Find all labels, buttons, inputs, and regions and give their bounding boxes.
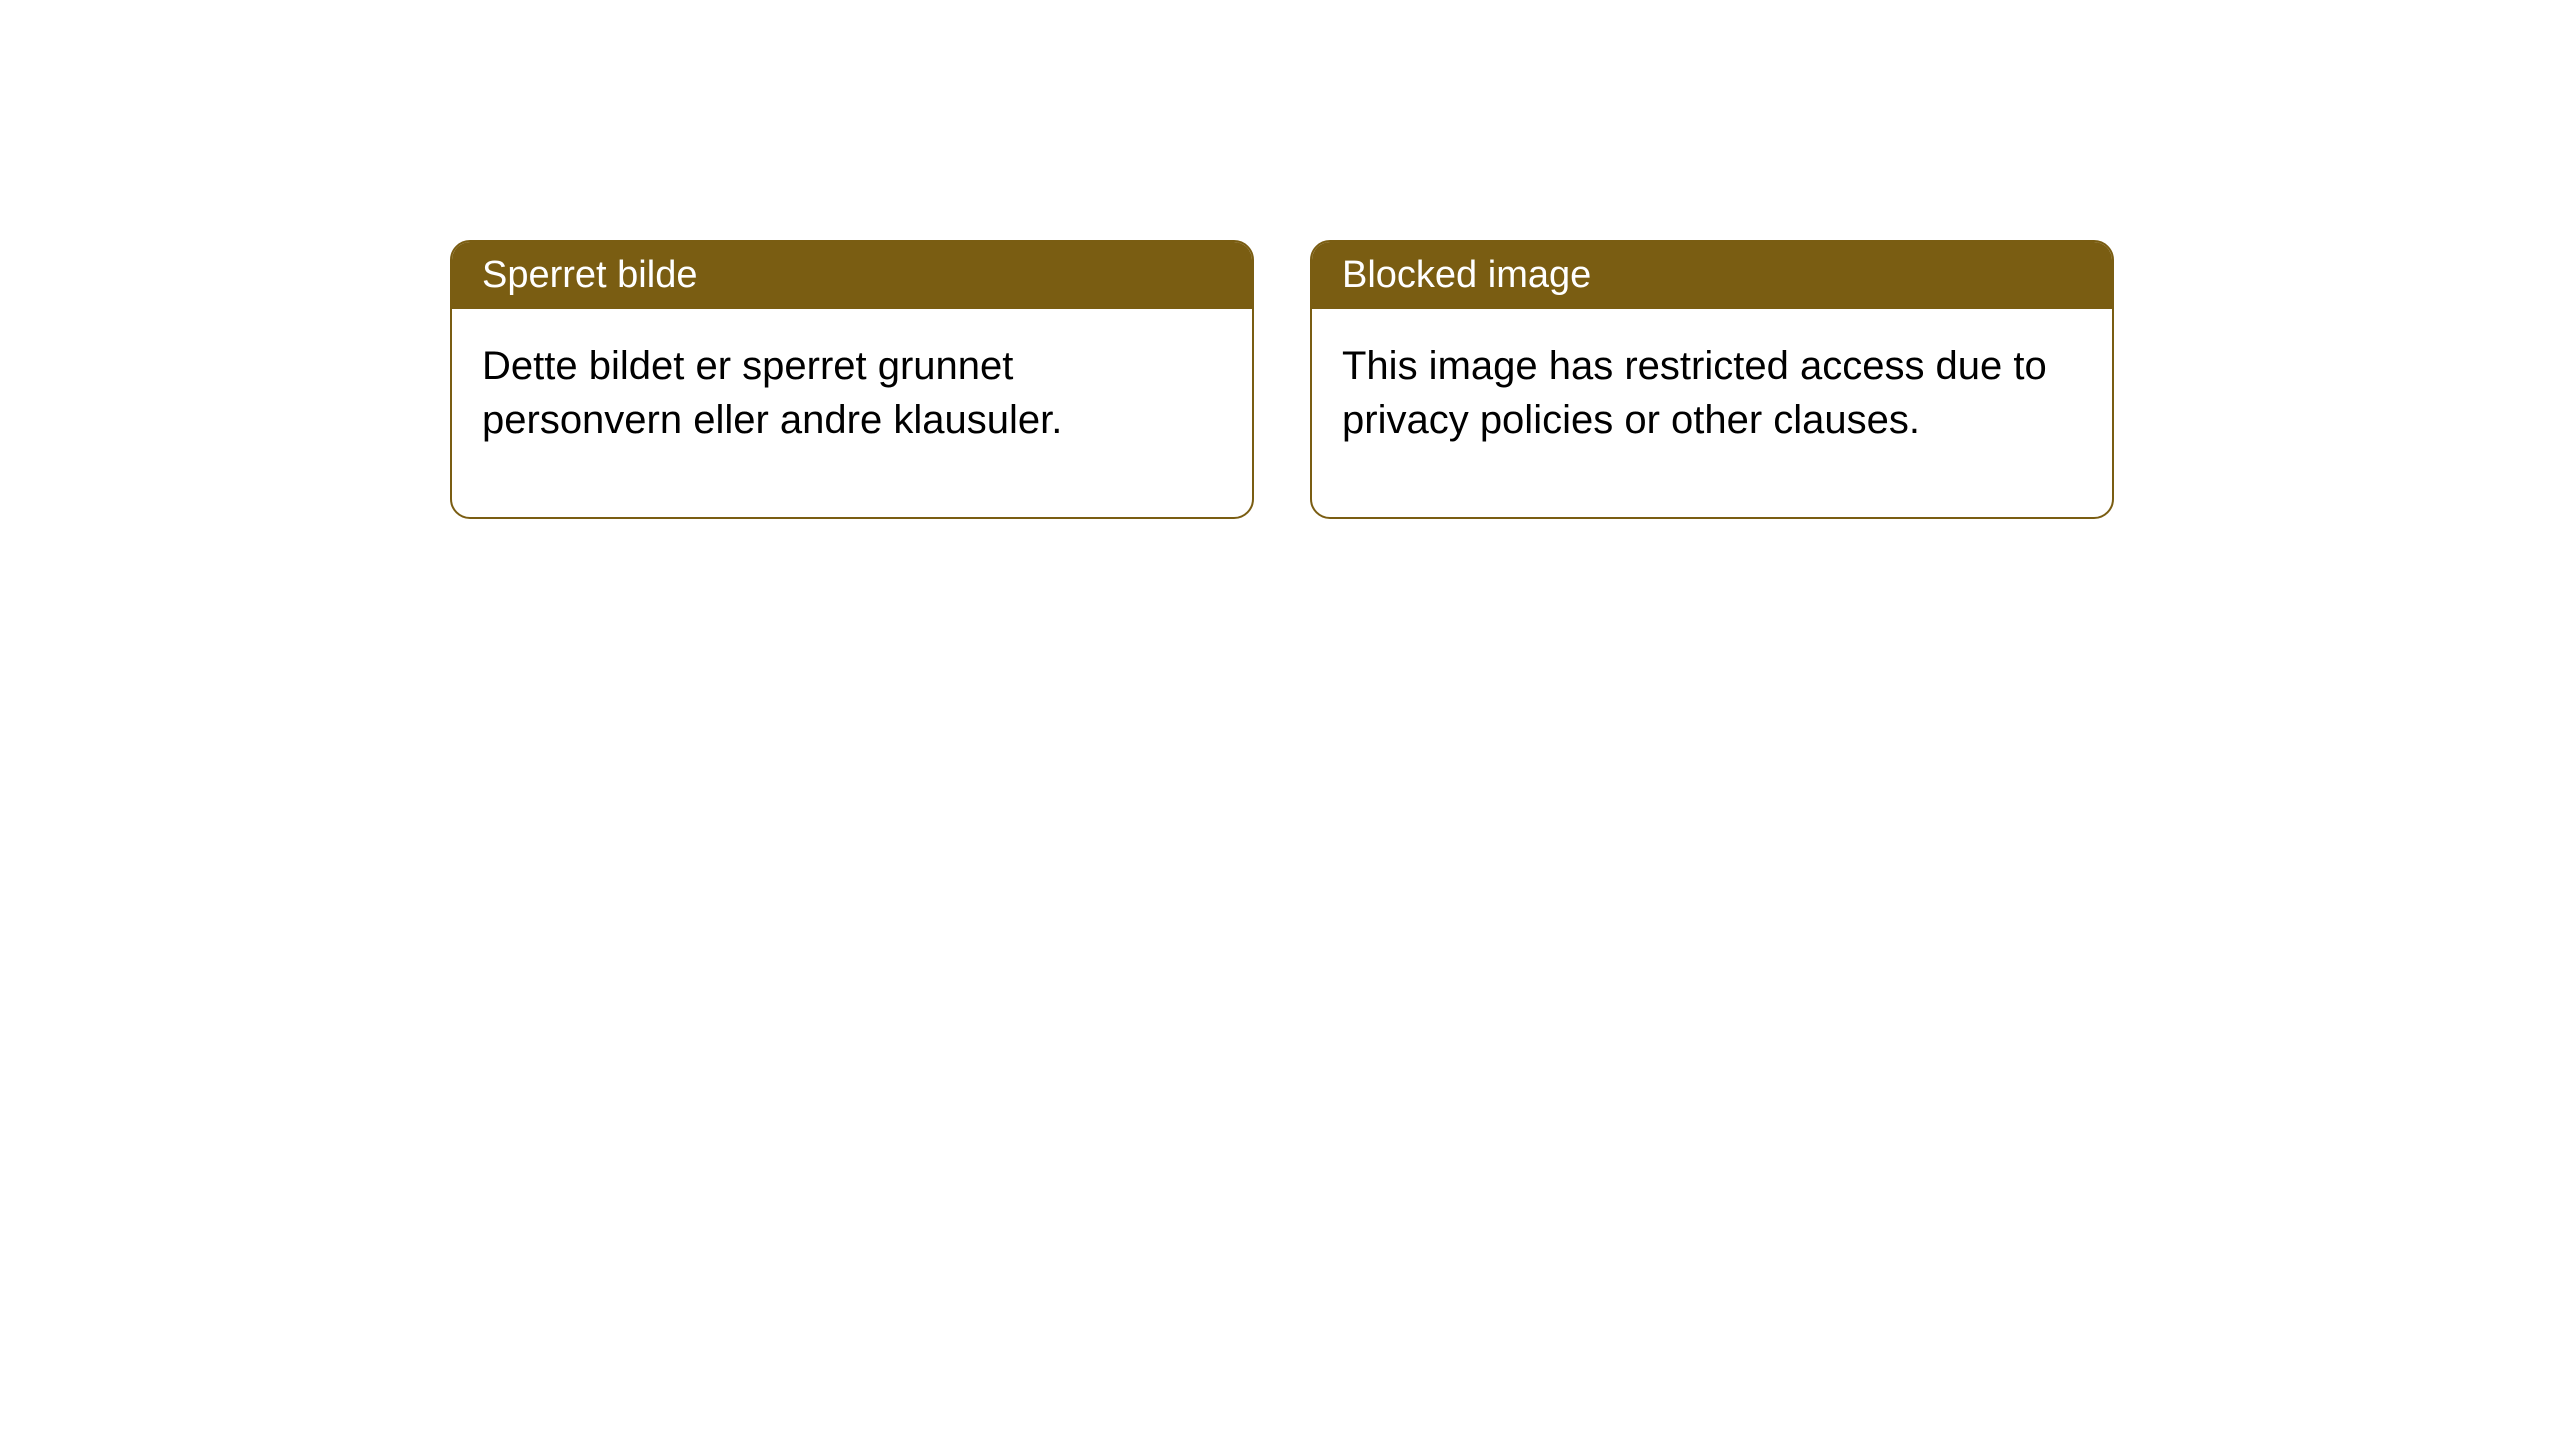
card-body-text: Dette bildet er sperret grunnet personve… [482, 344, 1062, 442]
card-header: Blocked image [1312, 242, 2112, 309]
notice-card-norwegian: Sperret bilde Dette bildet er sperret gr… [450, 240, 1254, 519]
card-body-text: This image has restricted access due to … [1342, 344, 2047, 442]
card-body: This image has restricted access due to … [1312, 309, 2112, 517]
notice-container: Sperret bilde Dette bildet er sperret gr… [0, 0, 2560, 519]
notice-card-english: Blocked image This image has restricted … [1310, 240, 2114, 519]
card-title: Blocked image [1342, 254, 1591, 296]
card-header: Sperret bilde [452, 242, 1252, 309]
card-body: Dette bildet er sperret grunnet personve… [452, 309, 1252, 517]
card-title: Sperret bilde [482, 254, 697, 296]
